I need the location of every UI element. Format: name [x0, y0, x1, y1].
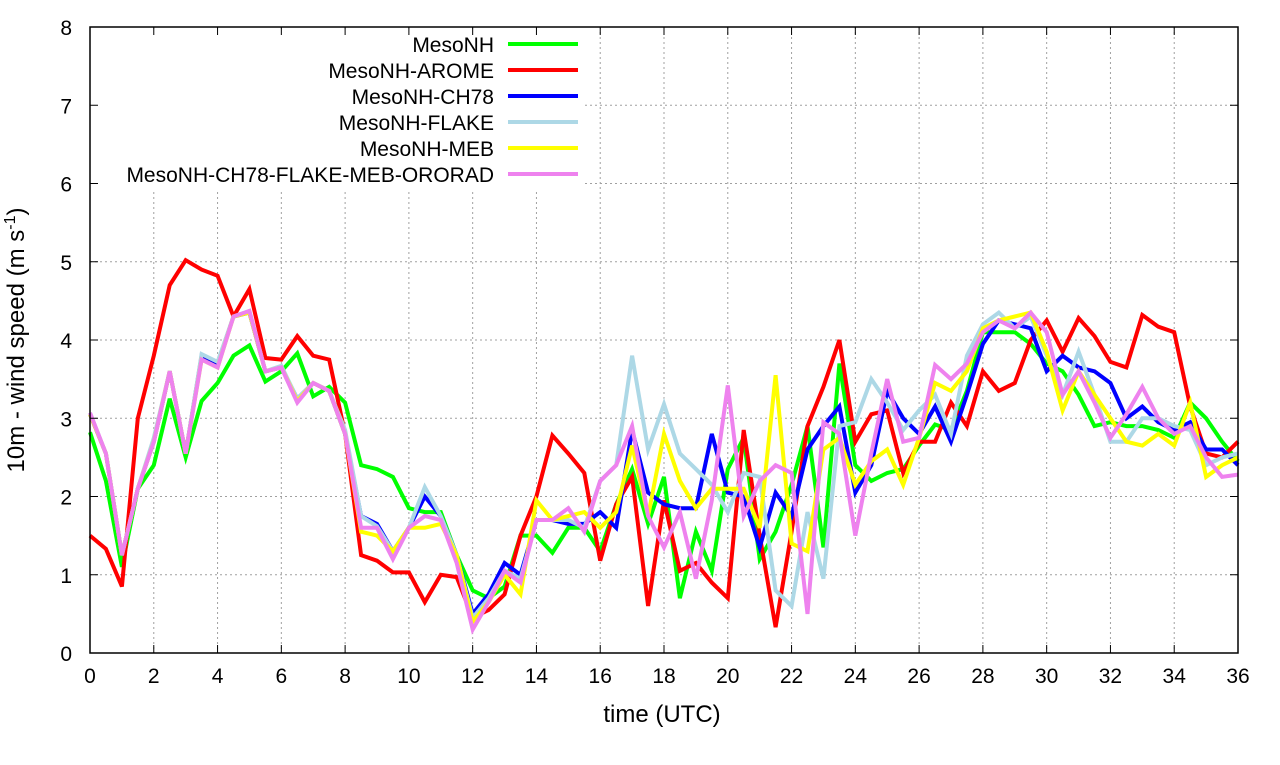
x-tick-label: 32: [1099, 665, 1122, 688]
x-tick-label: 22: [780, 665, 803, 688]
y-tick-label: 5: [60, 252, 72, 275]
y-tick-label: 8: [60, 17, 72, 40]
series-lines: [88, 257, 1240, 635]
x-tick-label: 0: [84, 665, 96, 688]
legend-label: MesoNH-CH78-FLAKE-MEB-ORORAD: [126, 164, 494, 187]
y-tick-label: 6: [60, 174, 72, 197]
legend-label: MesoNH-AROME: [328, 60, 494, 83]
x-tick-label: 36: [1226, 665, 1249, 688]
x-tick-label: 18: [652, 665, 675, 688]
x-tick-label: 30: [1035, 665, 1058, 688]
y-axis-label: 10m - wind speed (m s-1): [2, 208, 30, 473]
legend-label: MesoNH: [412, 34, 494, 57]
x-tick-label: 24: [844, 665, 868, 688]
x-tick-label: 2: [148, 665, 160, 688]
series-line-mesonh-arome: [88, 257, 1240, 628]
ticks: 0 2 4 6 8 10 12 14 16 18 20 22 24 26 28 30 32 34 360123456…: [60, 17, 1249, 688]
x-tick-label: 12: [461, 665, 484, 688]
y-tick-label: 4: [60, 330, 72, 353]
y-tick-label: 2: [60, 487, 72, 510]
legend-label: MesoNH-FLAKE: [339, 112, 494, 135]
series-line-mesonh-ch78-flake-meb-ororad: [88, 308, 1239, 635]
y-tick-label: 0: [60, 643, 72, 666]
x-tick-label: 8: [339, 665, 351, 688]
legend-label: MesoNH-MEB: [360, 138, 494, 161]
x-tick-label: 6: [275, 665, 287, 688]
x-tick-label: 10: [397, 665, 420, 688]
y-tick-label: 1: [60, 565, 72, 588]
legend-label: MesoNH-CH78: [352, 86, 494, 109]
x-tick-label: 4: [212, 665, 224, 688]
x-tick-label: 14: [525, 665, 549, 688]
x-tick-label: 28: [971, 665, 994, 688]
legend-background: [70, 30, 585, 190]
x-tick-label: 34: [1163, 665, 1187, 688]
x-tick-label: 20: [716, 665, 739, 688]
x-tick-label: 26: [907, 665, 930, 688]
x-axis-label: time (UTC): [603, 701, 720, 728]
y-tick-label: 7: [60, 95, 72, 118]
x-tick-label: 16: [589, 665, 612, 688]
legend: MesoNH MesoNH-AROME MesoNH-CH78 MesoNH-FLAK…: [126, 34, 578, 187]
y-tick-label: 3: [60, 408, 72, 431]
